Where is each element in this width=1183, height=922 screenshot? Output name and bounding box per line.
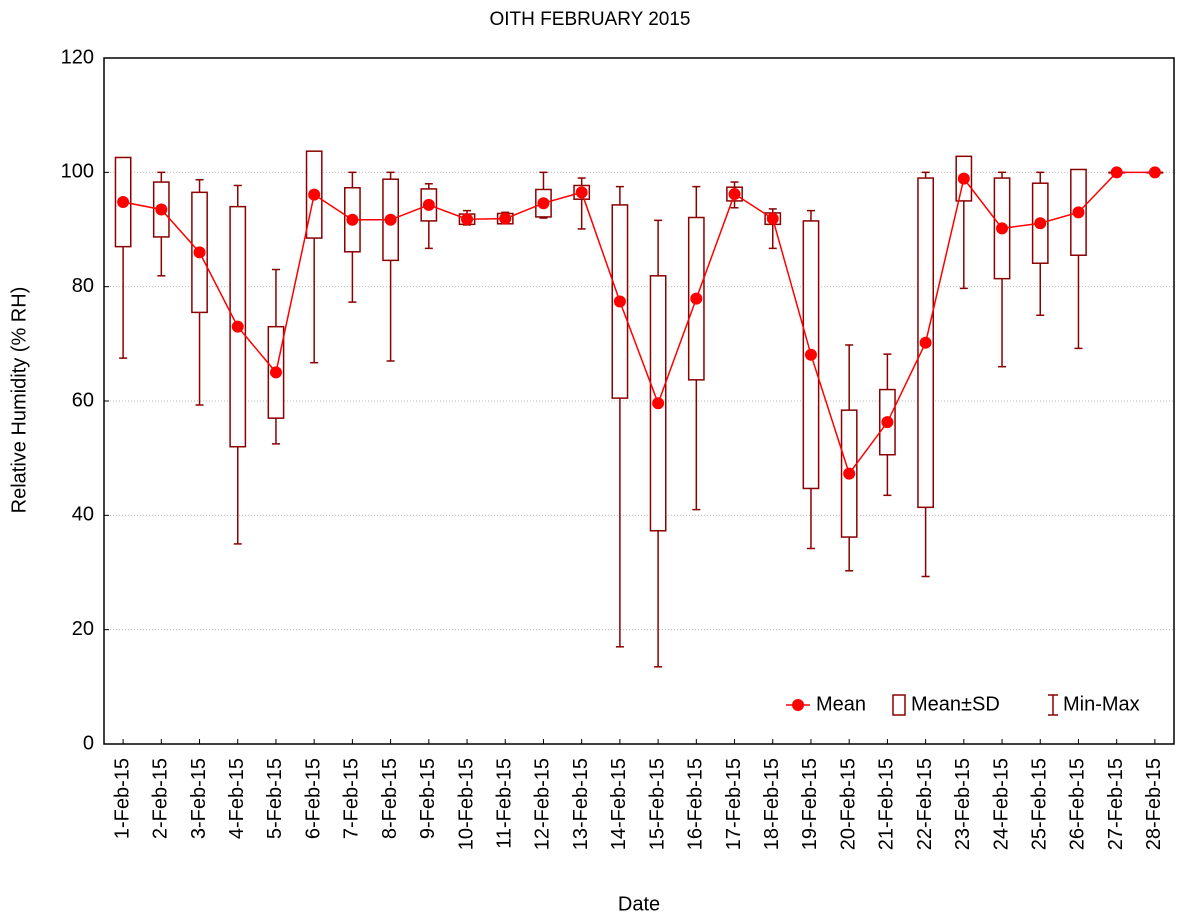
mean-point [652, 397, 665, 410]
x-tick-label: 13-Feb-15 [570, 758, 592, 850]
legend-label: Mean±SD [911, 693, 1000, 715]
x-tick-label: 6-Feb-15 [302, 758, 324, 839]
x-tick-label: 21-Feb-15 [876, 758, 898, 850]
mean-point [804, 348, 817, 361]
x-tick-label: 22-Feb-15 [914, 758, 936, 850]
mean-point [1148, 166, 1161, 179]
mean-line [122, 171, 1155, 476]
y-tick-label: 20 [72, 618, 94, 640]
mean-point [843, 467, 856, 480]
legend-label: Min-Max [1063, 693, 1140, 715]
y-tick-label: 40 [72, 504, 94, 526]
x-tick-label: 15-Feb-15 [646, 758, 668, 850]
mean-point [155, 203, 168, 216]
x-tick-label: 3-Feb-15 [188, 758, 210, 839]
x-tick-label: 9-Feb-15 [417, 758, 439, 839]
y-tick-label: 0 [83, 732, 94, 754]
y-tick-label: 60 [72, 389, 94, 411]
x-tick-label: 24-Feb-15 [990, 758, 1012, 850]
x-tick-label: 2-Feb-15 [150, 758, 172, 839]
mean-point [766, 212, 779, 225]
x-tick-label: 11-Feb-15 [494, 758, 516, 849]
mean-point [499, 212, 512, 225]
mean-point [996, 222, 1009, 235]
mean-point [690, 292, 703, 305]
chart-title: OITH FEBRUARY 2015 [490, 9, 691, 30]
mean-point [1034, 217, 1047, 230]
x-tick-label: 25-Feb-15 [1029, 758, 1051, 850]
x-tick-label: 5-Feb-15 [264, 758, 286, 839]
mean-point [384, 213, 397, 226]
x-tick-label: 7-Feb-15 [341, 758, 363, 839]
mean-point [1110, 166, 1123, 179]
legend-mean-marker [792, 699, 804, 711]
mean-point [728, 188, 741, 201]
x-tick-label: 19-Feb-15 [799, 758, 821, 850]
mean-point [346, 213, 359, 226]
x-axis-label: Date [618, 893, 660, 915]
y-axis-label: Relative Humidity (% RH) [8, 287, 30, 514]
x-tick-label: 10-Feb-15 [455, 758, 477, 850]
x-tick-label: 4-Feb-15 [226, 758, 248, 839]
mean-point [881, 416, 894, 429]
mean-point [117, 196, 130, 209]
x-tick-label: 26-Feb-15 [1067, 758, 1089, 850]
x-tick-label: 28-Feb-15 [1143, 758, 1165, 850]
x-tick-label: 16-Feb-15 [685, 758, 707, 850]
x-tick-label: 20-Feb-15 [837, 758, 859, 850]
x-tick-label: 8-Feb-15 [379, 758, 401, 839]
plot-frame [103, 57, 1175, 745]
mean-point [231, 320, 244, 333]
mean-point [613, 295, 626, 308]
x-tick-label: 1-Feb-15 [111, 758, 133, 839]
mean-point [537, 197, 550, 210]
x-tick-label: 27-Feb-15 [1105, 758, 1127, 850]
x-tick-label: 12-Feb-15 [532, 758, 554, 850]
x-tick-label: 23-Feb-15 [952, 758, 974, 850]
x-tick-label: 18-Feb-15 [761, 758, 783, 850]
x-tick-label: 17-Feb-15 [723, 758, 745, 850]
y-tick-label: 80 [72, 275, 94, 297]
x-tick-label: 14-Feb-15 [608, 758, 630, 850]
mean-point [269, 366, 282, 379]
legend-box [892, 694, 906, 716]
mean-point [193, 246, 206, 259]
mean-point [308, 188, 321, 201]
mean-point [461, 213, 474, 226]
mean-point [575, 186, 588, 199]
mean-point [422, 198, 435, 211]
legend-label: Mean [816, 693, 866, 715]
mean-point [957, 172, 970, 185]
mean-point [1072, 206, 1085, 219]
y-tick-label: 100 [61, 161, 94, 183]
mean-point [919, 336, 932, 349]
y-tick-label: 120 [61, 46, 94, 68]
